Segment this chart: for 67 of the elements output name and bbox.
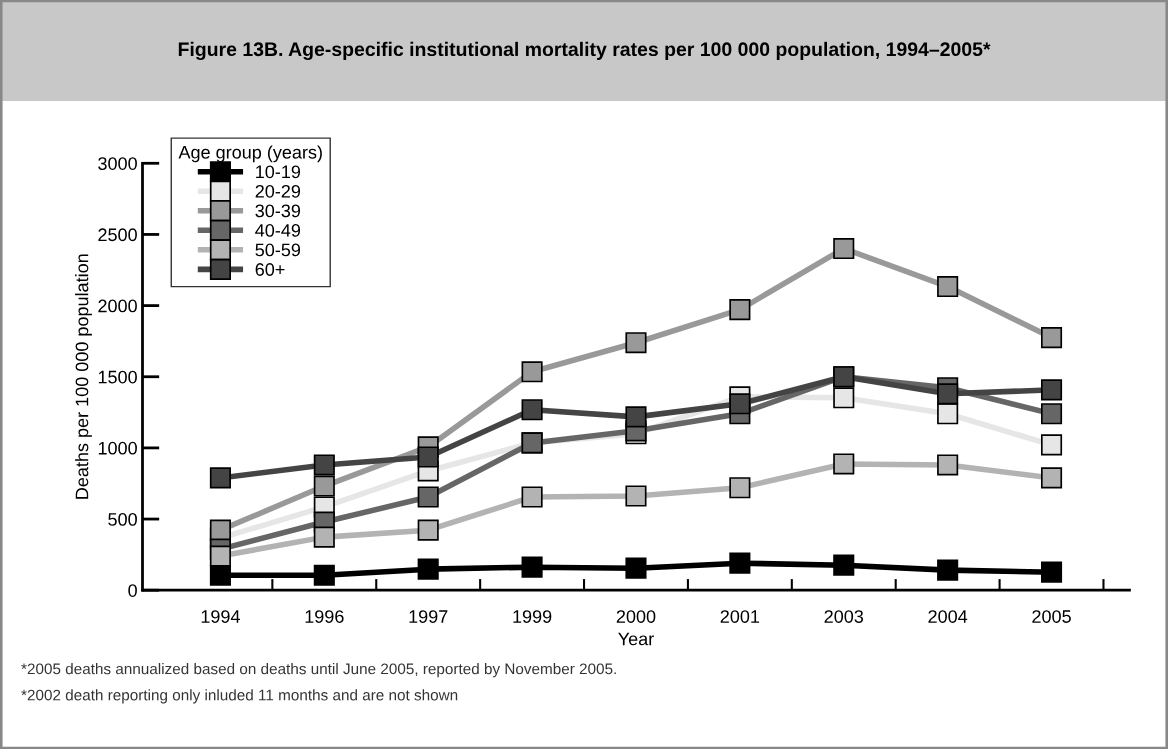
legend-title: Age group (years) — [178, 145, 322, 163]
y-tick-label: 3000 — [98, 157, 137, 170]
legend-label: 60+ — [255, 263, 285, 276]
x-tick-label: 2005 — [1032, 610, 1071, 623]
point — [937, 454, 959, 476]
point — [1040, 403, 1063, 425]
x-tick-label: 2001 — [720, 610, 760, 623]
y-tick-label: 2500 — [98, 228, 137, 242]
legend-label: 50-59 — [255, 243, 301, 257]
x-tick-label: 1997 — [409, 610, 448, 623]
point — [209, 467, 231, 489]
point — [1040, 327, 1063, 349]
y-tick-label: 500 — [108, 512, 137, 526]
point — [209, 564, 231, 586]
point — [209, 545, 231, 567]
y-axis-title: Deaths per 100 000 population — [75, 254, 92, 499]
point — [417, 558, 439, 580]
point — [417, 446, 439, 468]
point — [625, 485, 647, 507]
point — [1040, 379, 1063, 401]
point — [313, 526, 335, 548]
point — [1040, 467, 1063, 489]
point — [521, 486, 543, 508]
point — [833, 453, 855, 475]
point — [209, 519, 231, 541]
x-tick-label: 1996 — [305, 610, 344, 623]
y-tick-label: 0 — [128, 584, 137, 597]
x-tick-label: 2004 — [928, 610, 968, 623]
y-tick-label: 2000 — [98, 299, 137, 313]
point — [1040, 434, 1063, 456]
chart-title: Figure 13B. Age-specific institutional mortality rates per 100 000 population, 1994–2005* — [178, 41, 991, 61]
point — [625, 332, 647, 354]
point — [729, 299, 751, 321]
point — [521, 399, 543, 421]
point — [937, 275, 959, 298]
x-tick-label: 1994 — [201, 610, 240, 623]
y-tick-label: 1000 — [98, 441, 137, 455]
x-tick-label: 2000 — [616, 610, 656, 623]
x-axis-title: Year — [618, 632, 654, 646]
text: *2002 death reporting only inluded 11 months and are not shown — [21, 689, 458, 704]
point — [417, 486, 439, 508]
point — [625, 406, 647, 428]
point — [937, 559, 959, 581]
point — [313, 454, 335, 476]
point — [937, 403, 959, 425]
point — [729, 552, 751, 574]
point — [833, 387, 855, 409]
point — [729, 393, 751, 415]
point — [833, 237, 855, 260]
x-tick-label: 1999 — [513, 610, 552, 623]
y-tick-label: 1500 — [98, 370, 137, 384]
point — [417, 519, 439, 541]
text: *2005 deaths annualized based on deaths until June 2005, reported by November 2005. — [21, 663, 616, 678]
point — [313, 475, 335, 497]
point — [521, 556, 543, 578]
x-tick-label: 2003 — [824, 610, 864, 623]
point — [729, 477, 751, 499]
legend-label: 10-19 — [256, 165, 301, 179]
point — [833, 554, 855, 576]
point — [521, 361, 543, 383]
legend-label: 20-29 — [255, 184, 301, 198]
legend-label: 30-39 — [255, 204, 301, 218]
point — [1040, 561, 1063, 583]
point — [625, 557, 647, 579]
legend-label: 40-49 — [255, 224, 301, 237]
point — [313, 564, 335, 586]
point — [937, 383, 959, 405]
